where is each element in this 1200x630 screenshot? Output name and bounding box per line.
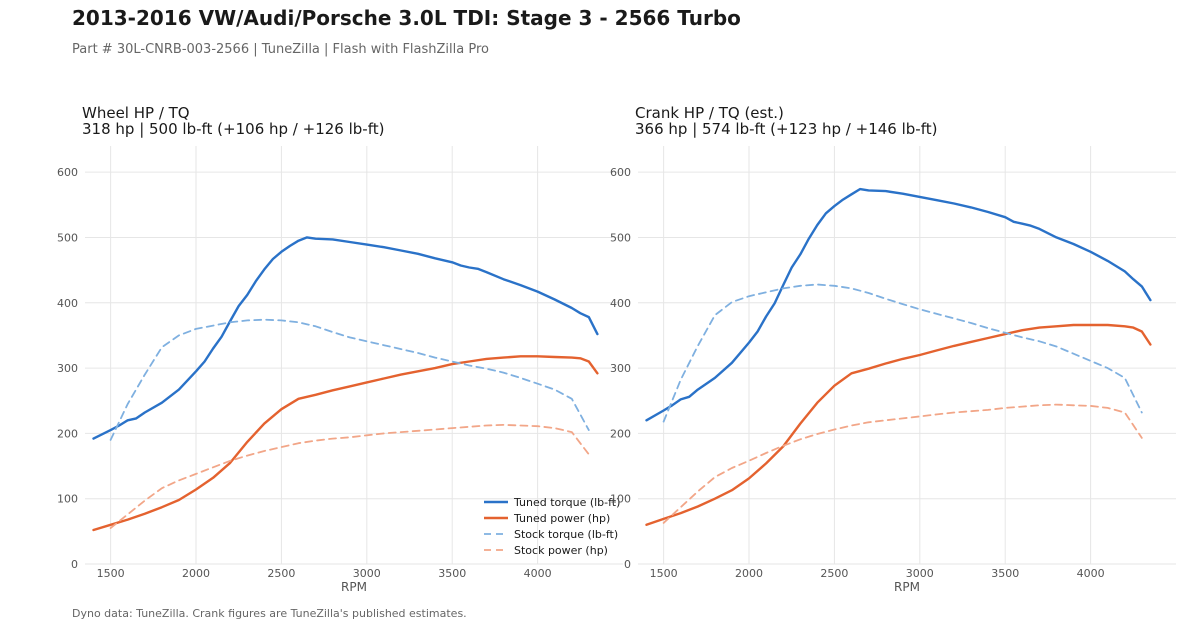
wheel-y-tick-label: 0	[71, 558, 78, 571]
crank-y-tick-label: 300	[610, 362, 631, 375]
legend-label: Stock power (hp)	[514, 544, 608, 557]
footer-note: Dyno data: TuneZilla. Crank figures are …	[72, 607, 467, 620]
page-subtitle: Part # 30L-CNRB-003-2566 | TuneZilla | F…	[72, 42, 489, 57]
crank-x-tick-label: 3500	[991, 567, 1019, 580]
wheel-series-stock-power-line	[109, 423, 590, 529]
wheel-y-tick-label: 200	[57, 427, 78, 440]
wheel-x-tick-label: 3000	[353, 567, 381, 580]
wheel-series-tuned-torque-line	[92, 236, 599, 440]
crank-chart: Crank HP / TQ (est.)366 hp | 574 lb-ft (…	[610, 104, 1176, 594]
chart-legend: Tuned torque (lb-ft) Tuned power (hp) Stoc…	[484, 496, 620, 557]
legend-label: Stock torque (lb-ft)	[514, 528, 618, 541]
wheel-series-tuned-power-line	[92, 355, 599, 532]
crank-chart-subtitle: 366 hp | 574 lb-ft (+123 hp / +146 lb-ft…	[635, 120, 937, 138]
crank-x-tick-label: 4000	[1077, 567, 1105, 580]
crank-x-tick-label: 2500	[820, 567, 848, 580]
crank-x-tick-label: 2000	[735, 567, 763, 580]
legend-label: Tuned power (hp)	[513, 512, 610, 525]
crank-y-tick-label: 100	[610, 493, 631, 506]
crank-y-tick-label: 200	[610, 427, 631, 440]
crank-y-tick-label: 400	[610, 297, 631, 310]
crank-series-tuned-power-line	[645, 323, 1152, 526]
crank-series-tuned-torque-line	[645, 187, 1152, 422]
wheel-x-tick-label: 4000	[524, 567, 552, 580]
crank-x-tick-label: 1500	[650, 567, 678, 580]
wheel-y-tick-label: 300	[57, 362, 78, 375]
crank-x-tick-label: 3000	[906, 567, 934, 580]
wheel-x-tick-label: 2500	[267, 567, 295, 580]
wheel-x-tick-label: 3500	[438, 567, 466, 580]
wheel-chart-subtitle: 318 hp | 500 lb-ft (+106 hp / +126 lb-ft…	[82, 120, 384, 138]
wheel-y-tick-label: 600	[57, 166, 78, 179]
wheel-x-axis-label: RPM	[341, 580, 367, 594]
wheel-y-tick-label: 500	[57, 231, 78, 244]
wheel-x-tick-label: 2000	[182, 567, 210, 580]
crank-y-tick-label: 0	[624, 558, 631, 571]
crank-series-stock-torque-line	[662, 283, 1143, 423]
wheel-series-stock-torque-line	[109, 318, 590, 441]
crank-series-stock-power-line	[662, 403, 1143, 524]
wheel-y-tick-label: 100	[57, 493, 78, 506]
page-title: 2013-2016 VW/Audi/Porsche 3.0L TDI: Stag…	[72, 6, 741, 30]
wheel-chart-title: Wheel HP / TQ	[82, 104, 190, 122]
legend-label: Tuned torque (lb-ft)	[513, 496, 620, 509]
wheel-y-tick-label: 400	[57, 297, 78, 310]
crank-chart-title: Crank HP / TQ (est.)	[635, 104, 784, 122]
wheel-x-tick-label: 1500	[97, 567, 125, 580]
crank-y-tick-label: 600	[610, 166, 631, 179]
crank-x-axis-label: RPM	[894, 580, 920, 594]
crank-y-tick-label: 500	[610, 231, 631, 244]
